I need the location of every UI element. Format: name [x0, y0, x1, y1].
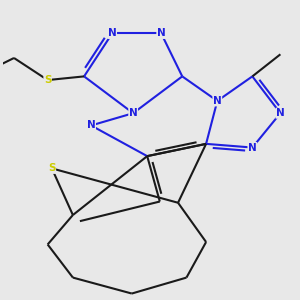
Text: N: N: [108, 28, 116, 38]
Text: N: N: [213, 96, 222, 106]
Text: S: S: [48, 164, 56, 173]
Text: N: N: [248, 142, 257, 152]
Text: N: N: [157, 28, 166, 38]
Text: S: S: [44, 75, 51, 85]
Text: N: N: [129, 108, 137, 118]
Text: N: N: [87, 121, 95, 130]
Text: N: N: [276, 108, 285, 118]
